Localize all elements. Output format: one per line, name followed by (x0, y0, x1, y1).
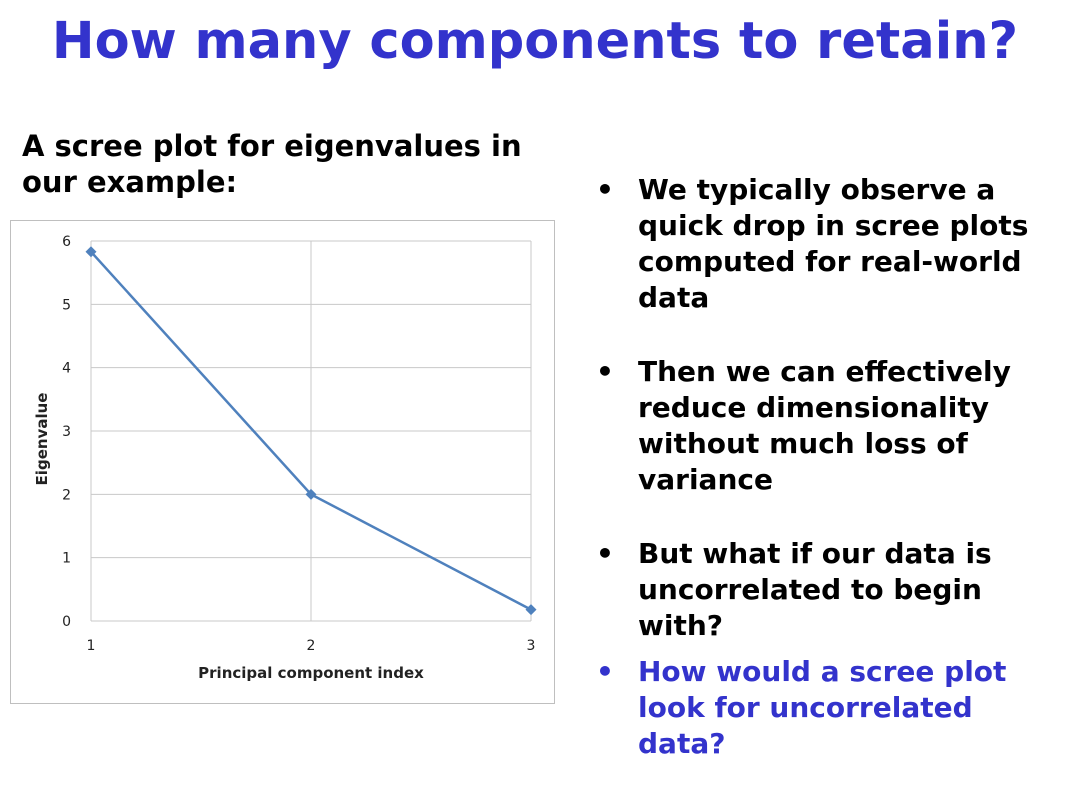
chart-caption: A scree plot for eigenvalues in our exam… (22, 129, 522, 199)
data-point-marker (305, 488, 317, 500)
x-axis-title: Principal component index (198, 664, 424, 682)
x-tick-label: 2 (307, 638, 316, 654)
bullet-text: But what if our data is uncorrelated to … (638, 537, 992, 642)
y-tick-label: 2 (62, 487, 71, 503)
bullet-dot: • (596, 173, 614, 206)
bullet-text: How would a scree plot look for uncorrel… (638, 655, 1007, 760)
y-tick-label: 3 (62, 424, 71, 440)
bullet-text: Then we can effectively reduce dimension… (638, 355, 1011, 496)
y-tick-label: 6 (62, 234, 71, 250)
y-tick-label: 5 (62, 297, 71, 313)
y-tick-label: 1 (62, 551, 71, 567)
y-axis-title: Eigenvalue (33, 393, 51, 486)
data-point-marker (85, 246, 97, 258)
data-point-marker (525, 604, 537, 616)
bullet-dot: • (596, 655, 614, 688)
bullet-list: • We typically observe a quick drop in s… (596, 172, 1066, 800)
y-tick-label: 0 (62, 614, 71, 630)
x-tick-label: 1 (87, 638, 96, 654)
x-tick-label: 3 (527, 638, 536, 654)
bullet-text: We typically observe a quick drop in scr… (638, 173, 1029, 314)
bullet-dot: • (596, 355, 614, 388)
bullet-item-2: • Then we can effectively reduce dimensi… (596, 354, 1066, 498)
y-tick-label: 4 (62, 361, 71, 377)
scree-plot: 0 1 2 3 4 5 6 1 2 3 Principal component index Eigen… (10, 220, 555, 704)
bullet-item-3: • But what if our data is uncorrelated t… (596, 536, 1066, 644)
bullet-item-1: • We typically observe a quick drop in s… (596, 172, 1066, 316)
bullet-item-4-question: • How would a scree plot look for uncorr… (596, 654, 1066, 762)
slide-title: How many components to retain? (51, 12, 1019, 71)
bullet-dot: • (596, 537, 614, 570)
